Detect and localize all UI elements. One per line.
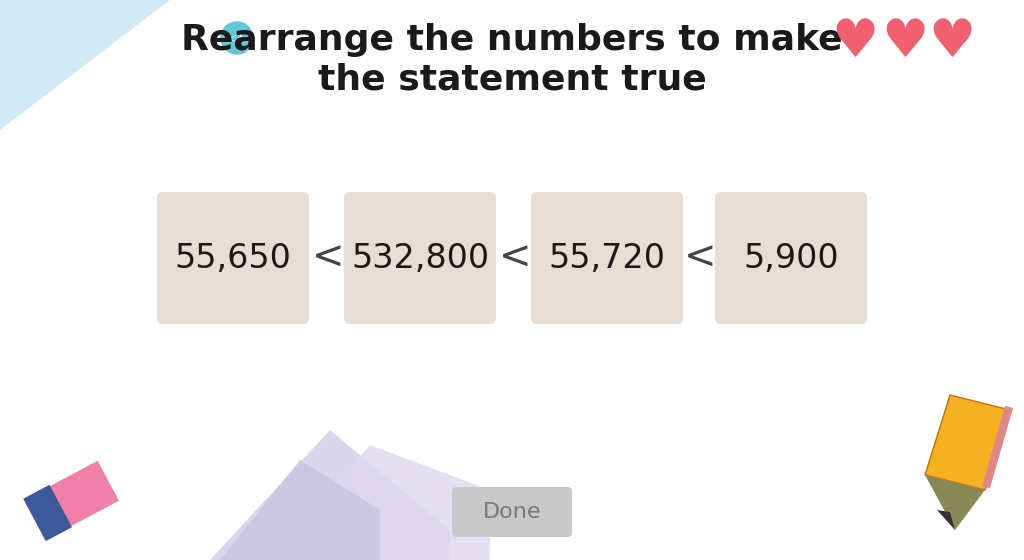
Polygon shape (925, 395, 1010, 490)
FancyBboxPatch shape (531, 192, 683, 324)
Text: <: < (311, 239, 344, 277)
Polygon shape (24, 485, 72, 541)
Polygon shape (0, 0, 170, 130)
FancyBboxPatch shape (715, 192, 867, 324)
Text: ♥: ♥ (929, 16, 976, 68)
Text: the statement true: the statement true (317, 63, 707, 97)
FancyBboxPatch shape (157, 192, 309, 324)
Polygon shape (982, 406, 1013, 488)
Polygon shape (210, 430, 450, 560)
Text: <: < (499, 239, 531, 277)
Text: Done: Done (482, 502, 542, 522)
Text: ♥: ♥ (882, 16, 929, 68)
Polygon shape (220, 460, 380, 560)
Text: ◁): ◁) (229, 31, 245, 44)
Polygon shape (270, 445, 490, 560)
Text: 532,800: 532,800 (351, 241, 489, 274)
Polygon shape (24, 459, 121, 541)
Text: ♥: ♥ (831, 16, 879, 68)
Text: <: < (684, 239, 716, 277)
Polygon shape (925, 475, 985, 530)
FancyBboxPatch shape (344, 192, 496, 324)
Text: 5,900: 5,900 (743, 241, 839, 274)
FancyBboxPatch shape (452, 487, 572, 537)
Circle shape (221, 22, 253, 54)
Text: Rearrange the numbers to make: Rearrange the numbers to make (181, 23, 843, 57)
Polygon shape (937, 510, 955, 530)
Text: 55,650: 55,650 (174, 241, 292, 274)
Text: 55,720: 55,720 (549, 241, 666, 274)
